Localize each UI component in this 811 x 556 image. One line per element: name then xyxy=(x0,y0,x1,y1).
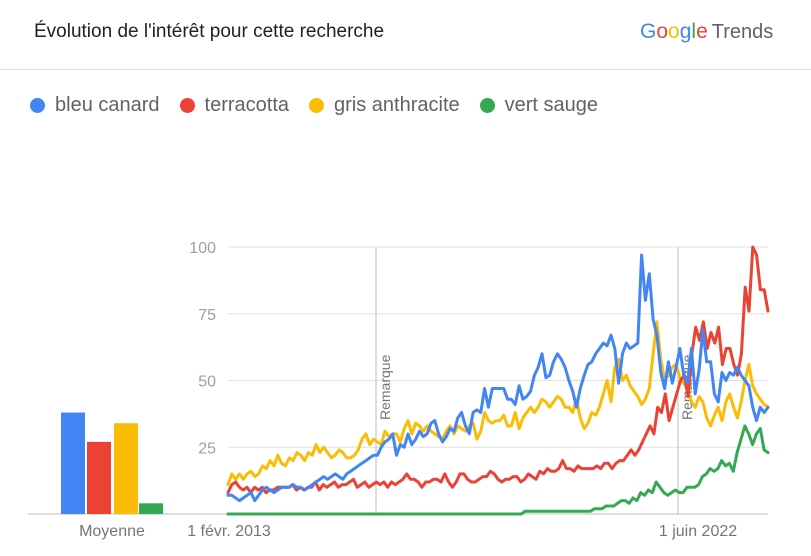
google-wordmark: Google xyxy=(640,20,708,43)
average-bar xyxy=(114,423,138,514)
series-line xyxy=(226,320,770,487)
y-tick-label: 25 xyxy=(198,440,216,457)
legend-label: terracotta xyxy=(204,94,290,116)
google-trends-logo[interactable]: Google Trends xyxy=(640,20,773,44)
average-label: Moyenne xyxy=(79,523,145,540)
header-bar: Évolution de l'intérêt pour cette recher… xyxy=(0,0,811,70)
legend-item[interactable]: bleu canard xyxy=(30,94,160,117)
logo-letter: o xyxy=(656,20,669,43)
annotation-label: Remarque xyxy=(377,354,393,420)
legend-dot-icon xyxy=(179,98,195,113)
y-tick-label: 75 xyxy=(198,307,216,324)
average-bar xyxy=(139,503,163,514)
legend-dot-icon xyxy=(479,98,495,113)
legend-item[interactable]: gris anthracite xyxy=(309,94,460,117)
logo-letter: g xyxy=(679,20,692,43)
chart-legend: bleu canard terracotta gris anthracite vert… xyxy=(30,94,618,117)
series-line xyxy=(226,245,770,495)
x-tick-label: 1 févr. 2013 xyxy=(187,523,271,540)
logo-letter: G xyxy=(640,20,657,43)
x-tick-label: 1 juin 2022 xyxy=(659,523,737,540)
logo-letter: o xyxy=(668,20,680,43)
legend-label: bleu canard xyxy=(55,94,160,116)
trends-wordmark: Trends xyxy=(711,21,774,43)
legend-label: vert sauge xyxy=(504,94,599,116)
page-title: Évolution de l'intérêt pour cette recher… xyxy=(34,21,385,42)
legend-item[interactable]: vert sauge xyxy=(479,94,599,117)
legend-item[interactable]: terracotta xyxy=(179,94,290,117)
logo-letter: l xyxy=(691,20,697,43)
y-tick-label: 100 xyxy=(189,240,216,257)
series-line xyxy=(226,253,770,503)
series-line xyxy=(226,424,770,516)
average-bar xyxy=(61,412,85,514)
logo-letter: e xyxy=(696,20,708,43)
y-tick-label: 50 xyxy=(198,374,216,391)
legend-dot-icon xyxy=(309,98,325,113)
legend-label: gris anthracite xyxy=(334,94,460,116)
legend-dot-icon xyxy=(30,98,45,113)
average-bar xyxy=(87,441,111,514)
